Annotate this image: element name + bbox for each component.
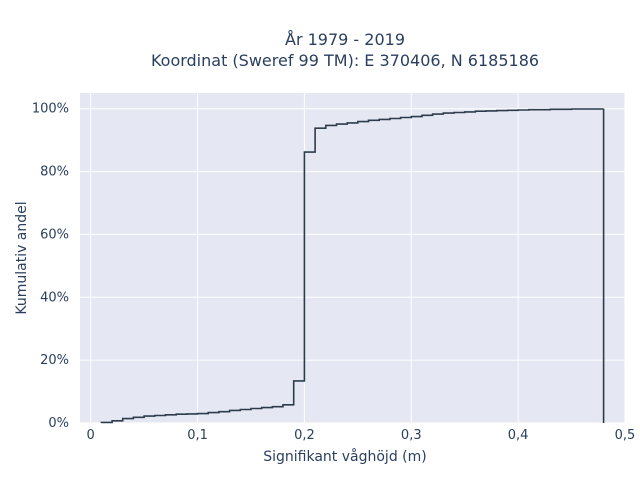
chart-title-line1: År 1979 - 2019 [285,30,405,49]
cdf-step-line [100,108,605,424]
y-axis-ticks: 0% 20% 40% 60% 80% 100% [32,102,69,431]
y-tick-label: 20% [40,353,69,368]
x-tick-label: 0,3 [401,428,422,443]
y-axis-title: Kumulativ andel [14,201,30,314]
x-tick-label: 0,1 [187,428,208,443]
y-tick-label: 40% [40,290,69,305]
x-tick-label: 0,2 [294,428,315,443]
y-tick-label: 60% [40,227,69,242]
y-tick-label: 0% [48,416,69,431]
x-tick-label: 0,5 [615,428,636,443]
x-axis-ticks: 0 0,1 0,2 0,3 0,4 0,5 [87,428,636,443]
y-tick-label: 100% [32,102,69,117]
plot-background [80,93,625,423]
chart-title-line2: Koordinat (Sweref 99 TM): E 370406, N 61… [151,51,539,70]
x-axis-title: Signifikant våghöjd (m) [263,448,426,465]
x-tick-label: 0,4 [508,428,529,443]
y-tick-label: 80% [40,165,69,180]
grid-lines [80,93,626,424]
x-tick-label: 0 [87,428,95,443]
